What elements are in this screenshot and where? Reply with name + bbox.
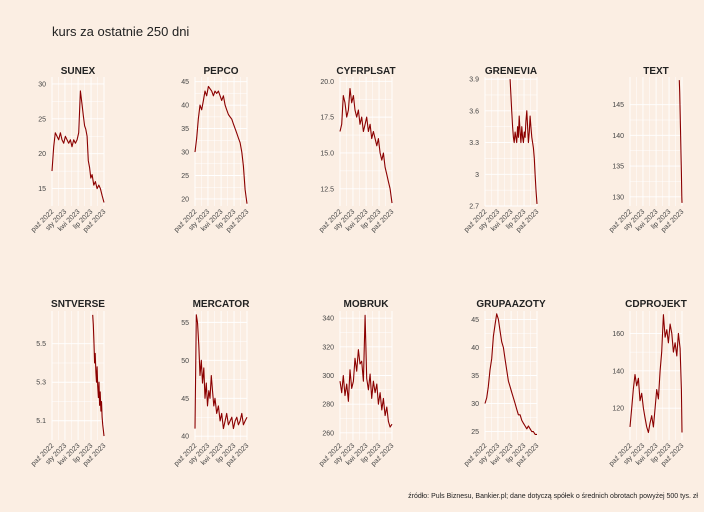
series-line-mobruk [339, 314, 393, 428]
y-tick-label: 15 [38, 186, 46, 193]
y-tick-label: 20.0 [320, 79, 334, 86]
panel-title: MOBRUK [344, 299, 390, 310]
series-line-mercator [194, 314, 248, 430]
y-tick-label: 40 [181, 434, 189, 441]
y-tick-label: 135 [612, 164, 624, 171]
panel-title: TEXT [643, 66, 669, 77]
series-line-cyfrplsat [339, 87, 393, 204]
chart-title: kurs za ostatnie 250 dni [52, 24, 190, 39]
y-tick-label: 160 [612, 331, 624, 338]
y-tick-label: 3.6 [469, 108, 479, 115]
series-line-sntverse [92, 314, 105, 437]
y-tick-label: 2.7 [469, 204, 479, 211]
y-tick-label: 40 [471, 345, 479, 352]
y-tick-label: 320 [322, 344, 334, 351]
y-tick-label: 140 [612, 133, 624, 140]
y-tick-label: 3 [475, 172, 479, 179]
y-tick-label: 12.5 [320, 186, 334, 193]
panel-title: MERCATOR [193, 299, 251, 310]
y-tick-label: 5.5 [36, 341, 46, 348]
panel-title: SNTVERSE [51, 299, 105, 310]
series-line-text [678, 80, 683, 203]
y-tick-label: 50 [181, 358, 189, 365]
series-line-grupaazoty [484, 313, 537, 435]
y-tick-label: 3.3 [469, 140, 479, 147]
panel-title: PEPCO [203, 66, 238, 77]
series-line-cdprojekt [629, 314, 683, 434]
y-tick-label: 35 [471, 373, 479, 380]
y-tick-label: 120 [612, 406, 624, 413]
y-tick-label: 20 [181, 196, 189, 203]
source-caption: źródło: Puls Biznesu, Bankier.pl; dane d… [408, 493, 698, 500]
y-tick-label: 55 [181, 320, 189, 327]
panel-title: SUNEX [61, 66, 96, 77]
panel-title: GRENEVIA [485, 66, 537, 77]
panel-title: GRUPAAZOTY [476, 299, 546, 310]
y-tick-label: 140 [612, 368, 624, 375]
y-tick-label: 260 [322, 430, 334, 437]
y-tick-label: 300 [322, 373, 334, 380]
y-tick-label: 45 [181, 396, 189, 403]
y-tick-label: 25 [471, 429, 479, 436]
panel-title: CDPROJEKT [625, 299, 687, 310]
y-tick-label: 20 [38, 151, 46, 158]
series-line-grenevia [509, 79, 538, 204]
y-tick-label: 30 [471, 401, 479, 408]
y-tick-label: 130 [612, 194, 624, 201]
y-tick-label: 3.9 [469, 77, 479, 84]
y-tick-label: 5.1 [36, 418, 46, 425]
y-tick-label: 25 [181, 173, 189, 180]
y-tick-label: 40 [181, 103, 189, 110]
y-tick-label: 5.3 [36, 380, 46, 387]
series-line-sunex [51, 90, 105, 203]
y-tick-label: 45 [471, 317, 479, 324]
y-tick-label: 17.5 [320, 115, 334, 122]
y-tick-label: 15.0 [320, 150, 334, 157]
y-tick-label: 35 [181, 126, 189, 133]
y-tick-label: 45 [181, 79, 189, 86]
y-tick-label: 30 [38, 81, 46, 88]
panel-title: CYFRPLSAT [336, 66, 395, 77]
y-tick-label: 30 [181, 150, 189, 157]
y-tick-label: 280 [322, 402, 334, 409]
y-tick-label: 25 [38, 116, 46, 123]
y-tick-label: 145 [612, 102, 624, 109]
y-tick-label: 340 [322, 316, 334, 323]
series-line-pepco [194, 85, 248, 204]
